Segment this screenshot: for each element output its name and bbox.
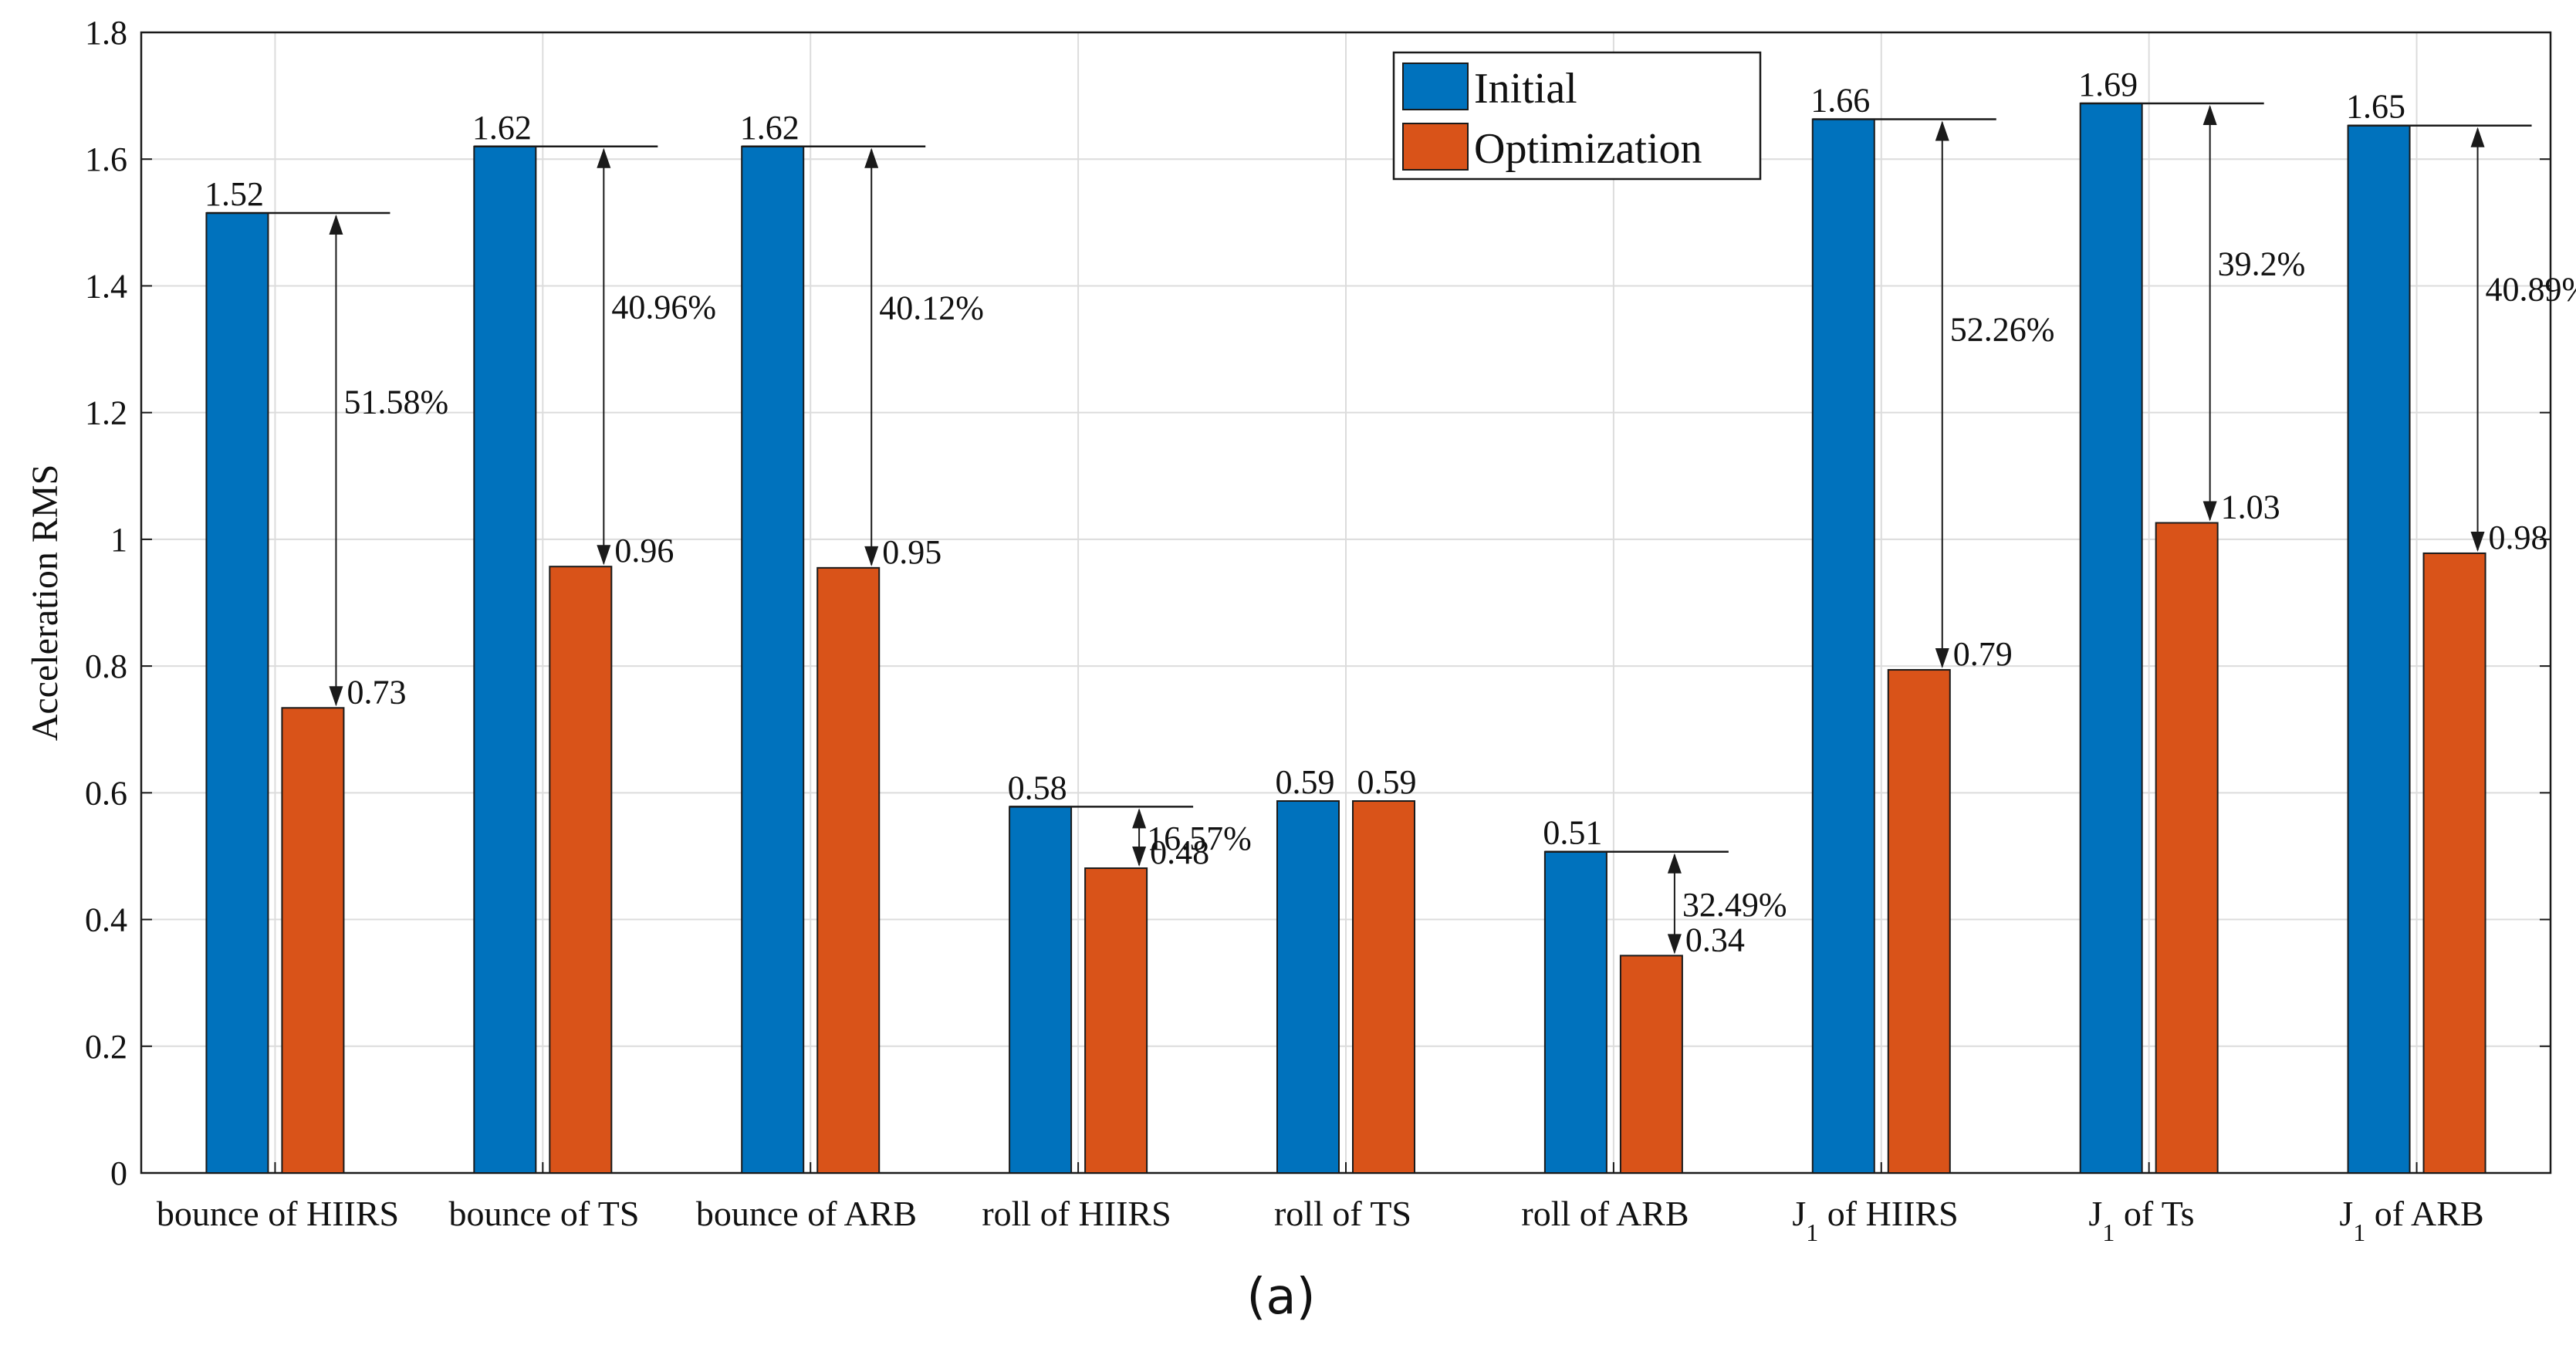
data-label-optimization: 0.96 [614,532,674,570]
arrow-head-up [864,147,879,168]
y-tick-label: 1.4 [85,267,127,305]
data-label-initial: 1.65 [2346,88,2405,126]
reduction-percent-label: 39.2% [2218,245,2306,283]
reduction-percent-label: 32.49% [1682,886,1787,924]
data-label-initial: 1.62 [472,109,532,147]
bar-optimization [816,566,881,1174]
y-tick-label: 0.8 [85,647,127,685]
data-label-optimization: 0.59 [1357,763,1417,801]
arrow-head-up [597,147,611,168]
arrow-head-down [1132,847,1147,867]
x-tick-label: bounce of HIIRS [157,1194,399,1233]
arrow-head-up [2470,127,2485,147]
bar-initial [1811,118,1875,1175]
bar-initial [1009,806,1073,1175]
y-tick-label: 0.4 [85,901,127,939]
data-label-optimization: 0.48 [1150,833,1209,871]
y-axis-ticks: 0 0.2 0.4 0.6 0.8 1 1.2 1.4 1.6 1.8 [85,14,2551,1192]
bar-optimization [1887,669,1951,1174]
y-tick-label: 1.6 [85,140,127,178]
bar-optimization [281,707,345,1174]
bar-optimization [1084,867,1148,1174]
reduction-percent-label: 16.57% [1147,820,1252,857]
bar-optimization [1352,800,1415,1175]
data-label-optimization: 0.73 [347,673,406,711]
bar-initial [2347,124,2411,1174]
arrow-head-down [1667,934,1682,955]
arrow-head-up [329,215,343,235]
y-tick-label: 0.2 [85,1028,127,1066]
reduction-percent-label: 40.12% [879,289,984,326]
x-tick-label: roll of TS [1274,1194,1411,1233]
bar-initial [1543,850,1607,1174]
arrow-head-down [1935,648,1949,669]
y-tick-label: 1.8 [85,14,127,52]
arrow-head-up [1667,853,1682,874]
grid-lines [141,32,2551,1173]
y-tick-label: 1 [110,521,127,559]
legend-swatch-initial [1402,63,1469,110]
reduction-annotations: 1.52 0.73 51.58% 1.62 0.96 40.96% 1.62 0.95 40.1… [205,66,2576,958]
bar-initial [205,212,269,1174]
arrow-head-down [597,545,611,566]
reduction-percent-label: 40.96% [611,289,716,326]
x-tick-label: J1 of Ts [2088,1194,2194,1246]
bar-initial [473,145,537,1174]
data-label-optimization: 0.95 [882,533,941,571]
arrow-head-down [2202,501,2217,522]
data-label-initial: 1.69 [2078,66,2138,103]
data-label-initial: 1.62 [740,109,800,147]
bar-initial [2079,102,2143,1174]
x-tick-label: bounce of TS [448,1194,639,1233]
bars [205,102,2486,1175]
arrow-head-up [1132,808,1147,829]
data-label-optimization: 0.34 [1685,921,1745,958]
y-tick-label: 0 [110,1154,127,1192]
legend-swatch-optimization [1402,123,1469,171]
bar-optimization [1619,955,1683,1174]
y-tick-label: 0.6 [85,774,127,812]
bar-optimization [2155,522,2219,1174]
y-axis-title: Acceleration RMS [25,465,66,742]
x-tick-label: bounce of ARB [696,1194,917,1233]
reduction-percent-label: 52.26% [1950,311,2055,349]
reduction-percent-label: 40.89% [2486,270,2576,308]
x-tick-label: roll of ARB [1521,1194,1689,1233]
bar-optimization [549,566,613,1174]
x-tick-label: roll of HIIRS [982,1194,1171,1233]
legend-label-initial: Initial [1474,65,1577,113]
y-tick-label: 1.2 [85,394,127,432]
x-tick-label: J1 of HIIRS [1792,1194,1958,1246]
data-label-optimization: 0.98 [2489,519,2548,556]
data-label-initial: 1.66 [1810,81,1870,119]
bar-initial [741,145,805,1174]
data-label-initial: 0.59 [1276,763,1335,801]
arrow-head-down [864,546,879,566]
arrow-head-down [2470,531,2485,552]
data-label-initial: 0.51 [1543,814,1602,852]
x-tick-label: J1 of ARB [2339,1194,2483,1246]
legend-label-optimization: Optimization [1474,125,1702,173]
arrow-head-up [1935,120,1949,141]
arrow-head-up [2202,104,2217,125]
figure-caption: (a) [1246,1269,1315,1326]
data-label-initial: 1.52 [205,175,264,213]
data-label-initial: 0.58 [1008,769,1067,806]
bar-initial [1276,800,1340,1175]
data-label-optimization: 0.79 [1953,635,2013,673]
arrow-head-down [329,686,343,707]
reduction-percent-label: 51.58% [343,384,448,421]
data-label-optimization: 1.03 [2221,488,2280,526]
legend: Initial Optimization [1392,51,1762,181]
x-axis-category-labels: bounce of HIIRS bounce of TS bounce of ARB… [157,1194,2484,1246]
bar-optimization [2422,552,2486,1174]
